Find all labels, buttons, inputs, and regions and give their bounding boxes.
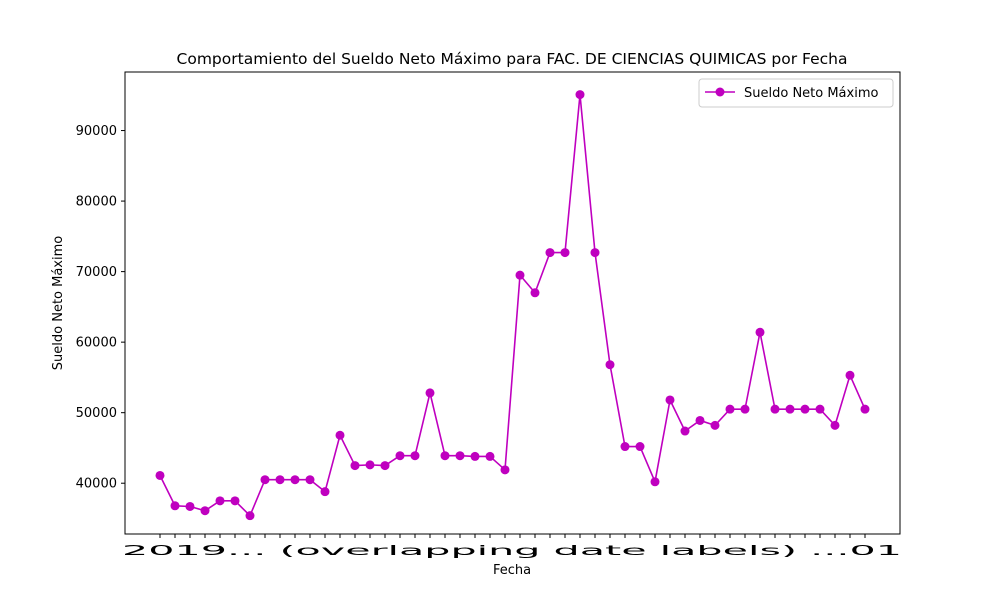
- data-point: [260, 475, 270, 485]
- legend: Sueldo Neto Máximo: [698, 78, 894, 108]
- y-axis: 40000 50000 60000 70000 80000 90000: [76, 124, 125, 492]
- data-point: [410, 451, 420, 461]
- y-tick-label: 90000: [76, 124, 117, 139]
- y-tick-label: 70000: [76, 265, 117, 280]
- data-point: [275, 475, 285, 485]
- data-point: [200, 506, 210, 516]
- data-point: [170, 501, 180, 511]
- data-point: [515, 270, 525, 280]
- data-point: [575, 90, 585, 100]
- data-point: [755, 327, 765, 337]
- data-point: [680, 426, 690, 436]
- x-axis-label: Fecha: [493, 563, 531, 578]
- data-point: [230, 496, 240, 506]
- data-point: [815, 404, 825, 414]
- legend-label: Sueldo Neto Máximo: [744, 86, 878, 101]
- data-point: [185, 501, 195, 511]
- data-point: [620, 442, 630, 452]
- data-point: [665, 395, 675, 405]
- data-point: [560, 248, 570, 258]
- legend-box: [698, 78, 894, 108]
- data-point: [545, 248, 555, 258]
- data-point: [440, 451, 450, 461]
- data-point: [650, 477, 660, 487]
- data-point: [845, 370, 855, 380]
- data-point: [710, 420, 720, 430]
- legend-marker: [715, 87, 725, 97]
- data-point: [365, 460, 375, 470]
- data-point: [590, 248, 600, 258]
- data-point: [485, 451, 495, 461]
- y-tick-label: 50000: [76, 406, 117, 421]
- y-tick-label: 60000: [76, 336, 117, 351]
- data-point: [245, 511, 255, 521]
- y-tick-label: 80000: [76, 195, 117, 210]
- data-point: [725, 404, 735, 414]
- x-tick-labels: 2019... (overlapping date labels) ...01: [122, 544, 902, 559]
- data-point: [470, 451, 480, 461]
- data-point: [770, 404, 780, 414]
- data-point: [635, 442, 645, 452]
- data-point: [800, 404, 810, 414]
- y-tick-label: 40000: [76, 477, 117, 492]
- data-point: [380, 461, 390, 471]
- data-point: [320, 487, 330, 497]
- data-point: [605, 360, 615, 370]
- chart-title: Comportamiento del Sueldo Neto Máximo pa…: [177, 50, 848, 68]
- data-point: [530, 288, 540, 298]
- data-point: [860, 404, 870, 414]
- data-point: [395, 451, 405, 461]
- series-layer: [155, 90, 870, 521]
- data-point: [335, 430, 345, 440]
- data-point: [305, 475, 315, 485]
- data-point: [695, 415, 705, 425]
- data-point: [155, 470, 165, 480]
- data-point: [425, 388, 435, 398]
- data-point: [740, 404, 750, 414]
- data-point: [500, 465, 510, 475]
- x-axis: 2019... (overlapping date labels) ...01: [122, 534, 902, 559]
- data-point: [785, 404, 795, 414]
- data-point: [830, 420, 840, 430]
- data-point: [215, 496, 225, 506]
- data-point: [290, 475, 300, 485]
- y-axis-label: Sueldo Neto Máximo: [51, 236, 66, 370]
- data-point: [350, 461, 360, 471]
- plot-area-frame: [124, 71, 901, 535]
- data-point: [455, 451, 465, 461]
